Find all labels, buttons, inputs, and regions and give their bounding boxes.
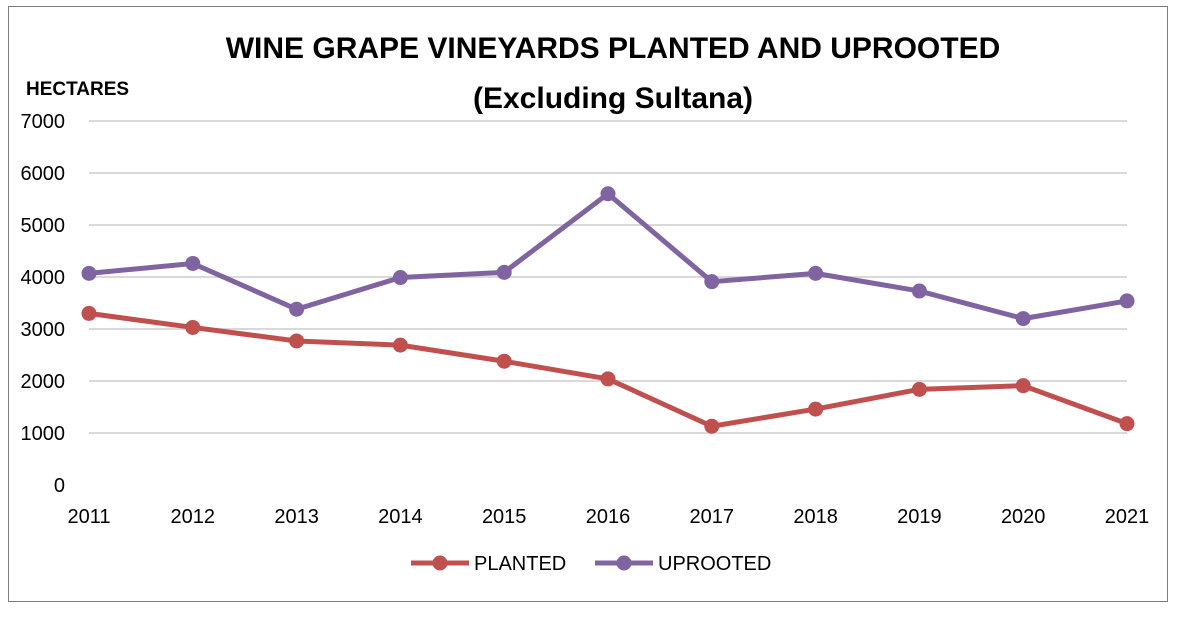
data-point	[1015, 311, 1031, 327]
y-tick-label: 4000	[21, 267, 66, 289]
data-point	[185, 255, 201, 271]
x-tick-label: 2014	[378, 506, 423, 528]
legend-item-uprooted: UPROOTED	[595, 553, 771, 575]
chart-subtitle: (Excluding Sultana)	[473, 82, 753, 115]
data-point	[392, 337, 408, 353]
data-point	[600, 186, 616, 202]
y-tick-label: 7000	[21, 111, 66, 133]
x-tick-label: 2020	[1001, 506, 1046, 528]
data-point	[704, 418, 720, 434]
series-line	[88, 191, 1128, 322]
data-point	[496, 264, 512, 280]
data-point	[81, 265, 97, 281]
legend-label: PLANTED	[474, 553, 566, 575]
data-point	[808, 401, 824, 417]
legend-item-planted: PLANTED	[411, 553, 566, 575]
series-group	[81, 186, 1135, 434]
series-planted	[81, 305, 1135, 434]
data-point	[392, 270, 408, 286]
x-tick-label: 2011	[67, 506, 110, 528]
y-tick-label: 5000	[21, 215, 66, 237]
x-tick-label: 2012	[171, 506, 216, 528]
data-point	[289, 333, 305, 349]
x-tick-label: 2018	[793, 506, 838, 528]
legend-label: UPROOTED	[658, 553, 771, 575]
x-tick-label: 2015	[482, 506, 527, 528]
x-tick-label: 2013	[274, 506, 319, 528]
legend-marker	[432, 555, 448, 571]
legend-marker	[616, 555, 632, 571]
data-point	[185, 319, 201, 335]
x-tick-label: 2017	[690, 506, 735, 528]
y-axis-ticks: 0 1000 2000 3000 4000 5000 6000 7000	[21, 111, 66, 497]
y-tick-label: 3000	[21, 319, 66, 341]
data-point	[808, 265, 824, 281]
data-point	[911, 381, 927, 397]
y-tick-label: 0	[54, 475, 65, 497]
y-tick-label: 6000	[21, 163, 66, 185]
data-point	[911, 283, 927, 299]
data-point	[1119, 416, 1135, 432]
data-point	[81, 305, 97, 321]
data-point	[704, 274, 720, 290]
data-point	[1119, 293, 1135, 309]
series-uprooted	[81, 186, 1135, 327]
x-axis-ticks: 2011 2012 2013 2014 2015 2016 2017 2018 2019 2020…	[67, 506, 1149, 528]
data-point	[289, 301, 305, 317]
legend: PLANTED UPROOTED	[411, 553, 771, 575]
x-tick-label: 2016	[586, 506, 631, 528]
gridlines	[89, 120, 1127, 434]
y-axis-label: HECTARES	[26, 79, 129, 100]
series-line	[88, 310, 1128, 429]
data-point	[1015, 378, 1031, 394]
y-tick-label: 2000	[21, 371, 66, 393]
y-tick-label: 1000	[21, 423, 66, 445]
chart-title: WINE GRAPE VINEYARDS PLANTED AND UPROOTE…	[226, 32, 1001, 65]
data-point	[496, 353, 512, 369]
data-point	[600, 371, 616, 387]
x-tick-label: 2019	[897, 506, 942, 528]
x-tick-label: 2021	[1105, 506, 1150, 528]
